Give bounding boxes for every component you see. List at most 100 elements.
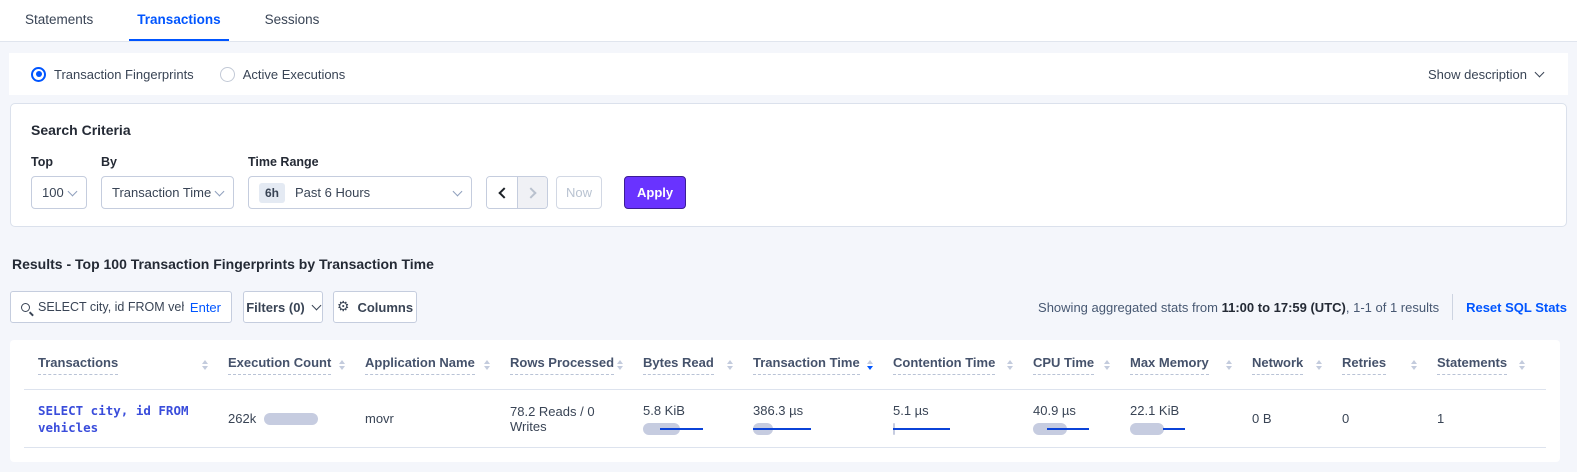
search-icon xyxy=(21,302,30,312)
execution-count-bar xyxy=(264,412,320,425)
sort-icon[interactable] xyxy=(617,359,623,370)
column-header-application-name[interactable]: Application Name xyxy=(365,355,510,375)
chevron-left-icon xyxy=(497,186,510,199)
filters-button[interactable]: Filters (0) xyxy=(243,291,323,323)
chevron-down-icon xyxy=(1534,67,1545,78)
column-header-transactions[interactable]: Transactions xyxy=(38,355,228,375)
table-header-row: Transactions Execution Count Application… xyxy=(24,340,1546,390)
sort-icon[interactable] xyxy=(339,359,345,370)
execution-count-value: 262k xyxy=(228,411,257,426)
contention-time-cell: 5.1 µs xyxy=(893,403,1033,435)
transaction-fingerprint-link[interactable]: SELECT city, id FROM vehicles xyxy=(38,402,189,435)
enter-hint-label: Enter xyxy=(189,299,221,315)
sql-search-box[interactable]: Enter xyxy=(10,291,232,323)
transaction-time-bar-chart xyxy=(753,422,813,435)
results-heading: Results - Top 100 Transaction Fingerprin… xyxy=(12,256,434,272)
execution-count-cell: 262k xyxy=(228,411,365,426)
radio-unselected-icon xyxy=(219,66,235,82)
columns-button-label: Columns xyxy=(357,299,414,315)
time-range-value: Past 6 Hours xyxy=(295,185,371,200)
now-button[interactable]: Now xyxy=(556,176,602,209)
contention-time-value: 5.1 µs xyxy=(893,402,929,418)
cpu-time-bar-chart xyxy=(1033,422,1093,435)
radio-active-executions-label: Active Executions xyxy=(242,66,346,82)
tab-transactions[interactable]: Transactions xyxy=(129,0,229,41)
sort-icon[interactable] xyxy=(1007,359,1013,370)
column-header-max-memory[interactable]: Max Memory xyxy=(1130,355,1252,375)
transaction-time-value: 386.3 µs xyxy=(753,402,804,418)
max-memory-bar-chart xyxy=(1130,422,1190,435)
column-header-transaction-time[interactable]: Transaction Time xyxy=(753,355,893,375)
chevron-right-icon xyxy=(525,186,537,199)
time-range-label: Time Range xyxy=(248,155,319,169)
chevron-down-icon xyxy=(67,186,78,196)
sort-icon[interactable] xyxy=(202,359,208,370)
sort-icon[interactable] xyxy=(727,359,733,370)
column-header-execution-count[interactable]: Execution Count xyxy=(228,355,365,375)
time-range-badge: 6h xyxy=(259,182,286,203)
application-name-cell: movr xyxy=(365,411,394,426)
sort-icon[interactable] xyxy=(1104,359,1110,370)
search-criteria-title: Search Criteria xyxy=(31,122,131,138)
top-select-value: 100 xyxy=(42,185,64,200)
divider xyxy=(1452,294,1454,320)
bytes-read-value: 5.8 KiB xyxy=(643,402,685,418)
filters-button-label: Filters (0) xyxy=(246,299,305,315)
gear-icon: ⚙ xyxy=(336,299,350,315)
view-toggle-band: Transaction Fingerprints Active Executio… xyxy=(9,53,1568,95)
cpu-time-cell: 40.9 µs xyxy=(1033,403,1130,435)
column-header-bytes-read[interactable]: Bytes Read xyxy=(643,355,753,375)
top-label: Top xyxy=(31,155,53,169)
results-controls-row: Enter Filters (0) ⚙ Columns Showing aggr… xyxy=(10,291,1567,323)
top-select[interactable]: 100 xyxy=(31,176,87,209)
tab-sessions[interactable]: Sessions xyxy=(264,12,320,27)
column-header-statements[interactable]: Statements xyxy=(1437,355,1545,375)
show-description-toggle[interactable]: Show description xyxy=(1428,66,1545,82)
results-table: Transactions Execution Count Application… xyxy=(10,340,1560,462)
column-header-cpu-time[interactable]: CPU Time xyxy=(1033,355,1130,375)
time-range-prev-button[interactable] xyxy=(487,177,517,208)
by-select-value: Transaction Time xyxy=(112,185,212,200)
sort-icon[interactable] xyxy=(1316,359,1322,370)
tab-statements[interactable]: Statements xyxy=(25,12,94,27)
sort-icon[interactable] xyxy=(1519,359,1525,370)
bytes-read-bar-chart xyxy=(643,422,703,435)
time-range-pager xyxy=(486,176,548,209)
by-select[interactable]: Transaction Time xyxy=(101,176,234,209)
radio-transaction-fingerprints-label: Transaction Fingerprints xyxy=(54,66,194,82)
time-range-select[interactable]: 6h Past 6 Hours xyxy=(248,176,472,209)
radio-transaction-fingerprints[interactable]: Transaction Fingerprints xyxy=(31,66,194,82)
retries-cell: 0 xyxy=(1342,411,1350,426)
column-header-retries[interactable]: Retries xyxy=(1342,355,1437,375)
column-header-contention-time[interactable]: Contention Time xyxy=(893,355,1033,375)
reset-sql-stats-link[interactable]: Reset SQL Stats xyxy=(1466,299,1567,315)
table-row: SELECT city, id FROM vehicles 262k movr … xyxy=(24,390,1546,448)
contention-time-bar-chart xyxy=(893,422,953,435)
chevron-down-icon xyxy=(214,186,225,196)
by-label: By xyxy=(101,155,117,169)
transaction-time-cell: 386.3 µs xyxy=(753,403,893,435)
radio-active-executions[interactable]: Active Executions xyxy=(219,66,346,82)
page-tabs: Statements Transactions Sessions xyxy=(0,0,1577,42)
rows-processed-cell: 78.2 Reads / 0 Writes xyxy=(510,403,595,434)
column-header-rows-processed[interactable]: Rows Processed xyxy=(510,355,643,375)
sort-icon-active-desc[interactable] xyxy=(867,359,873,370)
statements-cell: 1 xyxy=(1437,411,1445,426)
time-range-next-button[interactable] xyxy=(517,177,547,208)
sort-icon[interactable] xyxy=(484,359,490,370)
column-header-network[interactable]: Network xyxy=(1252,355,1342,375)
apply-button[interactable]: Apply xyxy=(624,176,687,209)
aggregated-stats-text: Showing aggregated stats from 11:00 to 1… xyxy=(1038,299,1440,315)
network-cell: 0 B xyxy=(1252,411,1272,426)
radio-selected-icon xyxy=(31,66,46,82)
search-input[interactable] xyxy=(38,300,184,314)
cpu-time-value: 40.9 µs xyxy=(1033,402,1076,418)
max-memory-value: 22.1 KiB xyxy=(1130,402,1180,418)
search-criteria-card: Search Criteria Top 100 By Transaction T… xyxy=(10,103,1567,227)
chevron-down-icon xyxy=(452,186,463,196)
show-description-label: Show description xyxy=(1428,66,1527,82)
columns-button[interactable]: ⚙ Columns xyxy=(333,291,417,323)
sort-icon[interactable] xyxy=(1411,359,1417,370)
sort-icon[interactable] xyxy=(1226,359,1232,370)
chevron-down-icon xyxy=(311,300,322,310)
